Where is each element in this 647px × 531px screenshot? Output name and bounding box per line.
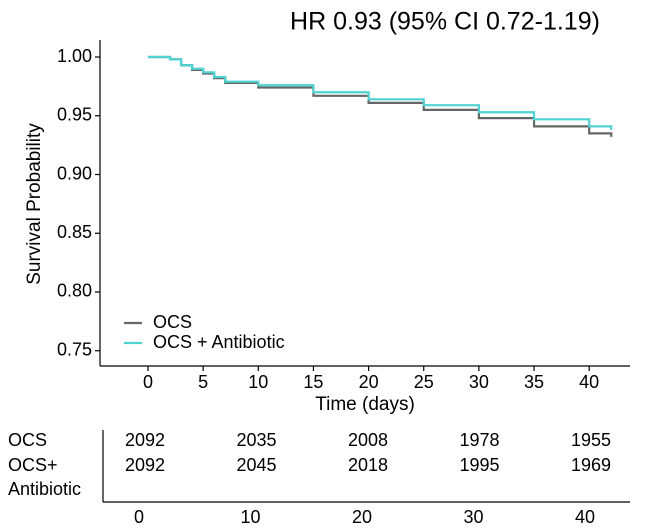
y-tick-label: 0.95 — [57, 105, 92, 125]
table-cell: 2092 — [125, 430, 165, 450]
x-tick-label: 10 — [248, 372, 268, 392]
legend-label: OCS + Antibiotic — [153, 332, 285, 352]
table-cell: 2035 — [236, 430, 276, 450]
x-tick-label: 30 — [469, 372, 489, 392]
y-tick-label: 0.75 — [57, 339, 92, 359]
y-tick-label: 0.90 — [57, 163, 92, 183]
table-cell: 1995 — [459, 455, 499, 475]
x-axis-label: Time (days) — [315, 394, 415, 415]
y-tick-label: 1.00 — [57, 46, 92, 66]
table-tick-label: 20 — [352, 507, 372, 527]
y-tick-label: 0.85 — [57, 222, 92, 242]
x-tick-label: 15 — [303, 372, 323, 392]
x-tick-label: 35 — [524, 372, 544, 392]
x-tick-label: 0 — [143, 372, 153, 392]
table-tick-label: 10 — [240, 507, 260, 527]
y-axis-label: Survival Probability — [24, 123, 45, 285]
table-row-label: OCS+ — [8, 455, 58, 475]
chart-title: HR 0.93 (95% CI 0.72-1.19) — [290, 8, 600, 36]
x-tick-label: 20 — [359, 372, 379, 392]
x-tick-label: 25 — [414, 372, 434, 392]
x-tick-label: 40 — [579, 372, 599, 392]
table-cell: 2092 — [125, 455, 165, 475]
table-cell: 1969 — [571, 455, 611, 475]
survival-curve — [147, 55, 613, 137]
y-tick-label: 0.80 — [57, 281, 92, 301]
table-cell: 2018 — [348, 455, 388, 475]
survival-curve — [147, 55, 613, 130]
table-row-label: Antibiotic — [8, 479, 81, 499]
x-tick-label: 5 — [198, 372, 208, 392]
table-cell: 1955 — [571, 430, 611, 450]
table-tick-label: 0 — [134, 507, 144, 527]
table-cell: 2045 — [236, 455, 276, 475]
table-row-label: OCS — [8, 430, 47, 450]
table-cell: 1978 — [459, 430, 499, 450]
legend-label: OCS — [153, 312, 192, 332]
table-tick-label: 30 — [463, 507, 483, 527]
table-tick-label: 40 — [575, 507, 595, 527]
table-cell: 2008 — [348, 430, 388, 450]
